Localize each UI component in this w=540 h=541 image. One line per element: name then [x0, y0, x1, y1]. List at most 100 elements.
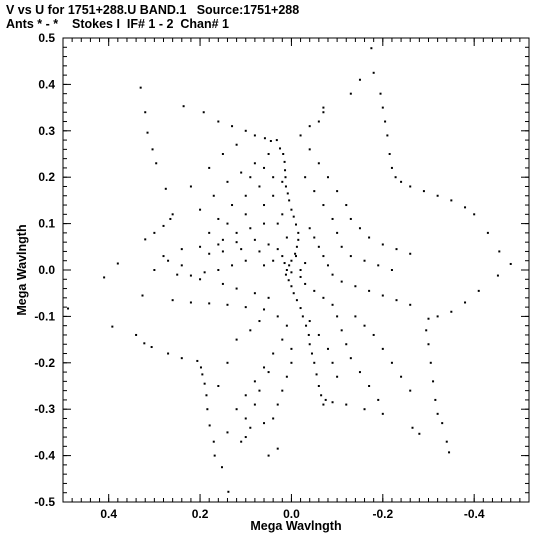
uv-point: [381, 106, 384, 109]
uv-point: [281, 338, 284, 341]
uv-point: [331, 361, 334, 364]
uv-point: [336, 375, 339, 378]
uv-point: [164, 187, 167, 190]
uv-point: [292, 292, 295, 295]
chart-subtitle: Ants * - * Stokes I IF# 1 - 2 Chan# 1: [6, 17, 229, 31]
uv-point: [276, 222, 279, 225]
uv-point: [258, 389, 261, 392]
uv-point: [176, 273, 179, 276]
uv-point: [295, 223, 297, 226]
uv-point: [331, 273, 334, 276]
uv-point: [299, 307, 302, 310]
uv-point: [167, 259, 170, 262]
uv-point: [354, 285, 357, 288]
uv-point: [295, 255, 297, 258]
uv-point: [290, 259, 293, 262]
uv-point: [409, 389, 412, 392]
uv-point: [441, 422, 444, 425]
uv-point: [253, 403, 256, 406]
uv-point: [263, 166, 266, 169]
uv-point: [322, 403, 325, 406]
uv-point: [496, 274, 499, 277]
x-axis-label: Mega Wavlngth: [250, 519, 341, 533]
uv-point: [315, 373, 318, 376]
uv-point: [263, 222, 266, 225]
uv-point: [336, 190, 339, 193]
uv-point: [285, 324, 288, 327]
uv-point: [284, 273, 287, 276]
uv-point: [151, 148, 154, 151]
uv-point: [208, 231, 211, 234]
uv-point: [390, 166, 393, 169]
uv-point: [199, 245, 202, 248]
uv-point: [150, 346, 153, 349]
x-tick-label: 0.4: [100, 507, 117, 521]
uv-point: [201, 373, 204, 376]
uv-point: [473, 213, 476, 216]
chart-title: V vs U for 1751+288.U BAND.1 Source:1751…: [6, 3, 300, 17]
uv-point: [477, 289, 480, 292]
uv-point: [263, 137, 266, 140]
uv-point: [340, 329, 343, 332]
uv-point: [429, 361, 432, 364]
uv-point: [409, 185, 412, 188]
uv-point: [295, 245, 298, 248]
uv-point: [279, 147, 282, 150]
uv-point: [202, 111, 205, 114]
uv-point: [448, 451, 451, 454]
uv-point: [358, 78, 361, 81]
uv-point: [240, 171, 243, 174]
uv-point: [299, 275, 302, 278]
uv-point: [231, 264, 234, 267]
uv-point: [288, 264, 291, 267]
uv-point: [272, 194, 275, 197]
uv-point: [275, 139, 278, 142]
uv-point: [363, 408, 366, 411]
uv-point: [308, 227, 311, 230]
y-tick-label: -0.1: [34, 309, 55, 323]
uv-point: [304, 262, 307, 265]
uv-point: [450, 199, 453, 202]
y-axis-label: Mega Wavlngth: [15, 224, 29, 315]
x-tick-label: 0.0: [283, 507, 300, 521]
uv-point: [436, 194, 439, 197]
uv-point: [169, 217, 172, 220]
uv-point: [249, 227, 252, 230]
uv-point: [317, 385, 320, 387]
uv-point: [354, 315, 357, 318]
uv-point: [240, 248, 243, 251]
uv-point: [285, 269, 288, 271]
uv-point: [231, 204, 234, 207]
uv-point: [221, 250, 224, 253]
uv-point: [282, 153, 285, 155]
uv-point: [464, 206, 467, 209]
uv-point: [368, 236, 371, 239]
uv-point: [244, 259, 247, 262]
uv-point: [425, 329, 428, 332]
uv-point: [427, 343, 430, 346]
uv-point: [144, 111, 147, 114]
uv-point: [409, 252, 412, 255]
uv-point: [231, 125, 234, 128]
uv-point: [307, 333, 310, 336]
uv-point: [267, 454, 270, 457]
uv-point: [272, 176, 275, 179]
uv-point: [324, 398, 327, 401]
uv-point: [180, 357, 183, 360]
plot-frame: [62, 37, 530, 503]
uv-point: [199, 278, 202, 281]
uv-point: [272, 259, 275, 262]
uv-point: [203, 271, 206, 274]
uv-point: [358, 371, 361, 374]
uv-point: [284, 169, 287, 172]
uv-point: [267, 371, 270, 374]
uv-point: [171, 213, 174, 216]
uv-point: [308, 320, 311, 323]
uv-point: [294, 252, 297, 255]
uv-point: [436, 315, 439, 318]
uv-point: [212, 440, 215, 443]
data-points: [67, 47, 512, 493]
uv-point: [281, 255, 284, 258]
uv-point: [317, 333, 320, 336]
